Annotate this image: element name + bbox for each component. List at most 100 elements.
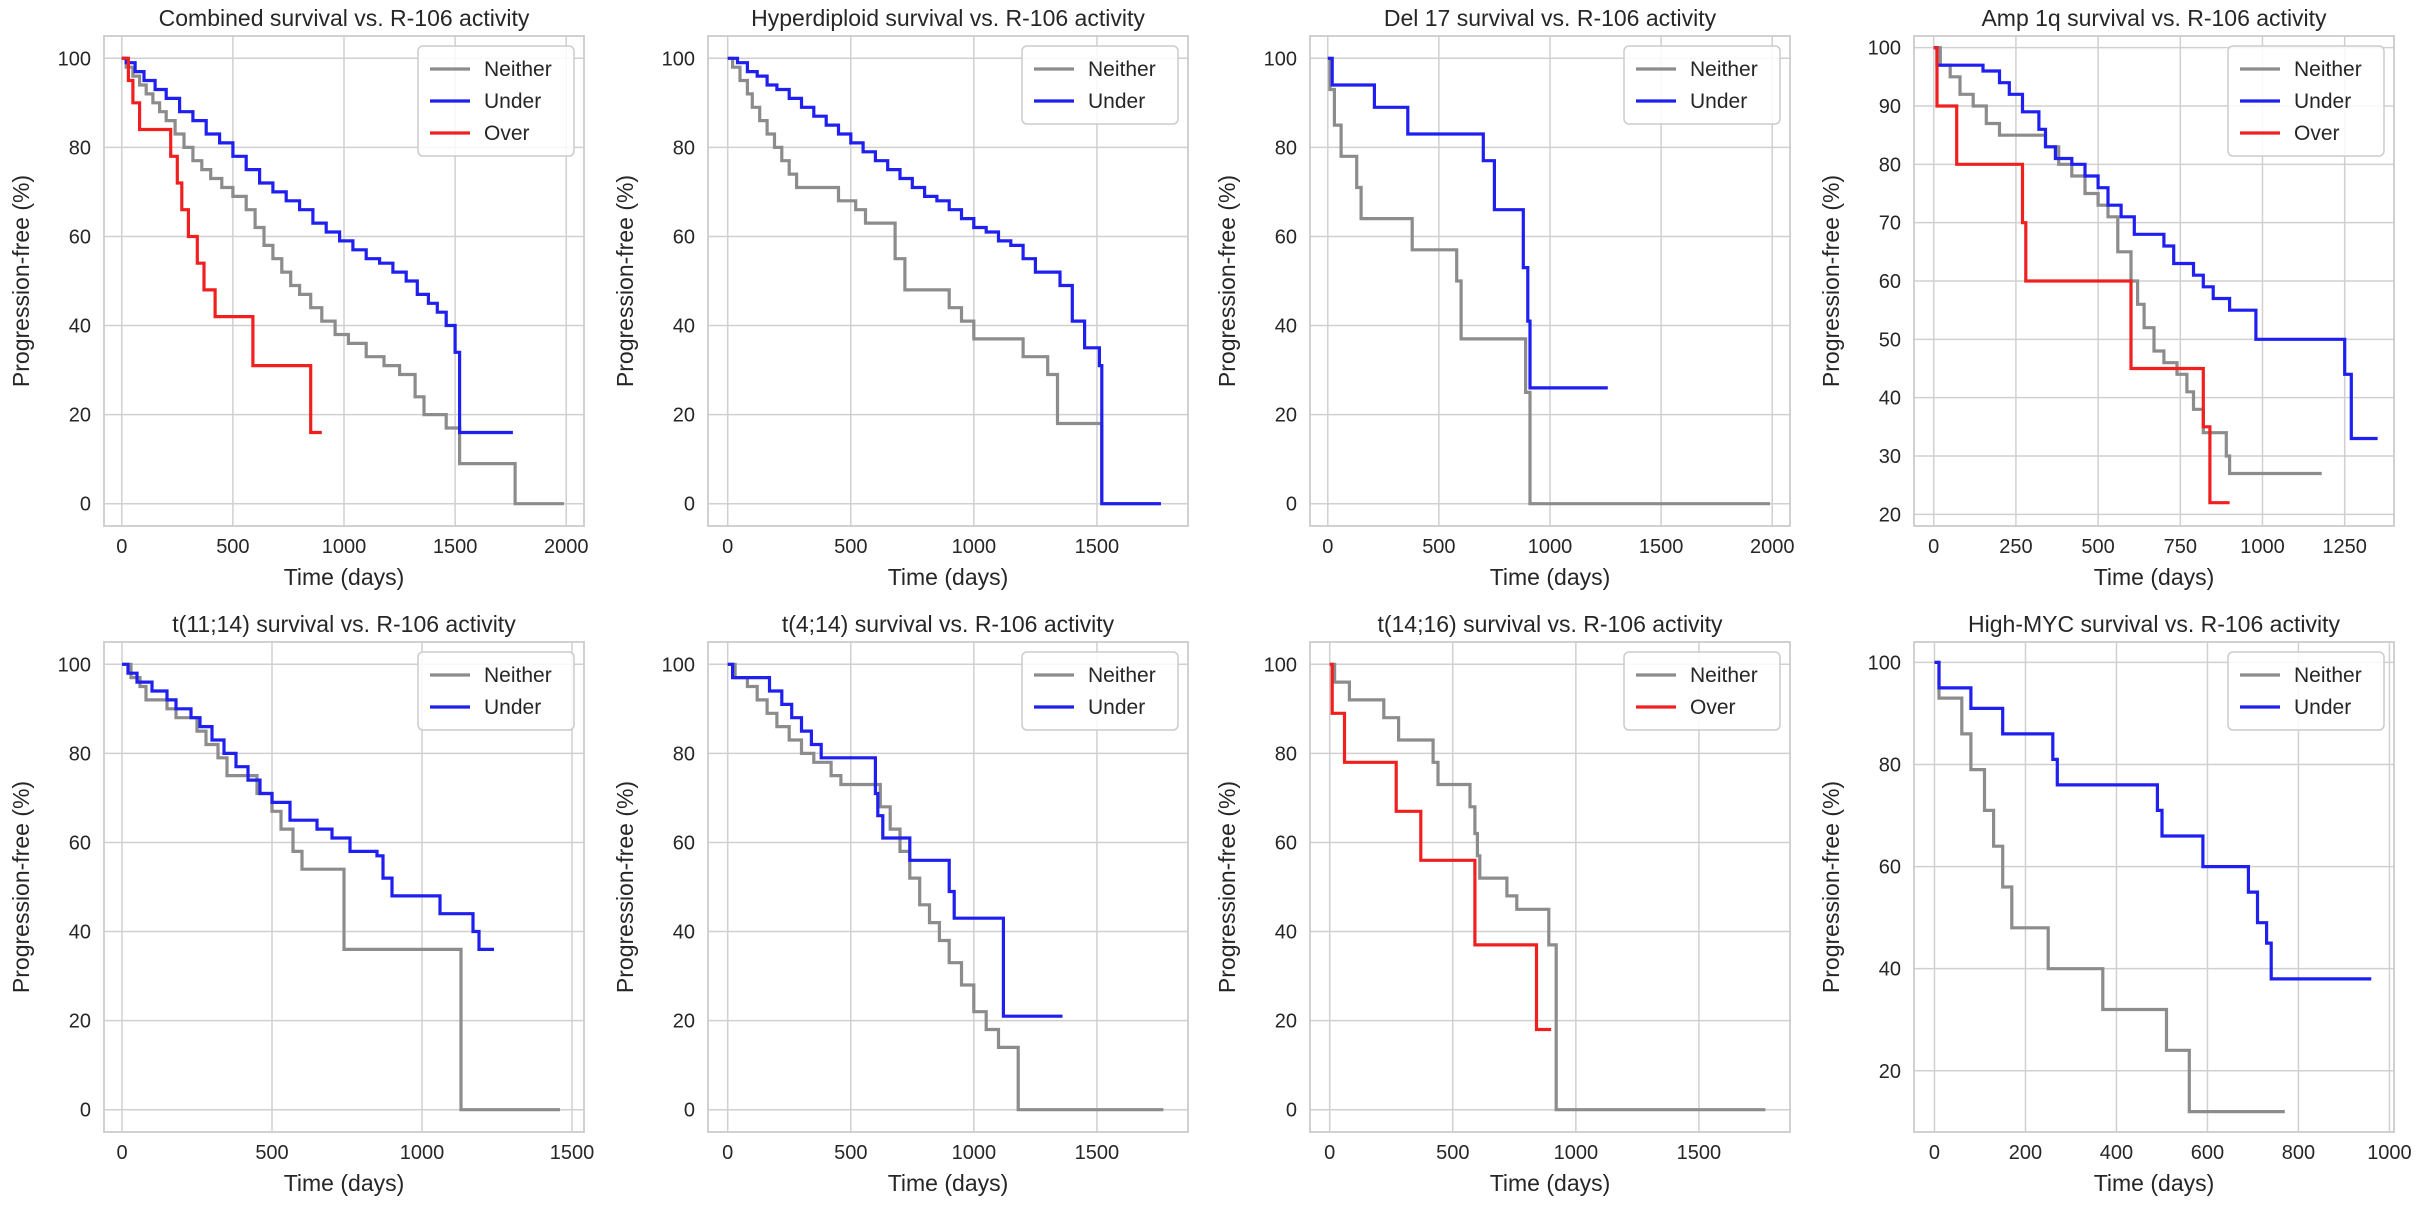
x-tick-label: 500 xyxy=(1436,1142,1469,1164)
series-line-neither xyxy=(1933,46,2322,476)
chart-panel-4: 0 250 500 750 1000 1250 20 30 40 50 60 70 80 90 100 Amp… xyxy=(1818,5,2395,590)
x-tick-label: 0 xyxy=(116,1142,127,1164)
y-tick-label: 50 xyxy=(1879,329,1901,351)
legend-label: Neither xyxy=(1088,664,1156,687)
series-line-under xyxy=(122,662,494,951)
y-tick-label: 70 xyxy=(1879,213,1901,235)
y-tick-label: 80 xyxy=(69,743,91,765)
legend-label: Under xyxy=(2294,696,2351,719)
x-tick-label: 1000 xyxy=(952,536,997,558)
plot-frame xyxy=(1309,35,1791,527)
x-tick-label: 0 xyxy=(1928,536,1939,558)
chart-title: t(11;14) survival vs. R-106 activity xyxy=(172,611,516,637)
y-tick-label: 40 xyxy=(673,922,695,944)
legend-label: Over xyxy=(2294,122,2340,145)
chart-title: t(4;14) survival vs. R-106 activity xyxy=(782,611,1115,637)
legend-label: Under xyxy=(484,696,541,719)
x-tick-label: 0 xyxy=(116,536,127,558)
x-tick-label: 600 xyxy=(2191,1142,2224,1164)
y-tick-label: 100 xyxy=(1868,38,1901,60)
chart-panel-1: 0 500 1000 1500 2000 0 20 40 60 80 100 Combined sur… xyxy=(8,5,588,590)
series-line-over xyxy=(121,56,322,435)
y-tick-label: 0 xyxy=(80,1100,91,1122)
series-line-under xyxy=(121,56,513,435)
legend: Neither Under Over xyxy=(2227,45,2385,157)
x-tick-label: 2000 xyxy=(544,536,589,558)
x-axis-label: Time (days) xyxy=(2094,564,2215,590)
y-tick-label: 100 xyxy=(1264,48,1297,70)
y-axis-label: Progression-free (%) xyxy=(1818,175,1844,387)
y-tick-label: 40 xyxy=(673,316,695,338)
y-tick-label: 60 xyxy=(1879,857,1901,879)
y-tick-label: 80 xyxy=(1275,137,1297,159)
x-tick-label: 1000 xyxy=(2367,1142,2412,1164)
plot-frame xyxy=(707,641,1189,1133)
y-axis-label: Progression-free (%) xyxy=(612,175,638,387)
series-line-neither xyxy=(727,56,1161,506)
legend: Neither Under xyxy=(1623,45,1781,125)
series-line-neither xyxy=(121,56,564,506)
x-tick-label: 1500 xyxy=(1677,1142,1722,1164)
x-tick-label: 500 xyxy=(2081,536,2114,558)
chart-panel-8: 0 200 400 600 800 1000 20 40 60 80 100 High-MYC sur… xyxy=(1818,611,2412,1196)
chart-title: Hyperdiploid survival vs. R-106 activity xyxy=(751,5,1145,31)
y-tick-label: 20 xyxy=(69,405,91,427)
x-tick-label: 500 xyxy=(255,1142,288,1164)
y-tick-label: 80 xyxy=(69,137,91,159)
plot-frame xyxy=(1309,641,1791,1133)
x-tick-label: 0 xyxy=(722,536,733,558)
x-axis-label: Time (days) xyxy=(1490,564,1611,590)
x-tick-label: 1500 xyxy=(550,1142,595,1164)
series-line-under xyxy=(1327,56,1608,390)
x-tick-label: 1000 xyxy=(322,536,367,558)
legend-label: Under xyxy=(2294,90,2351,113)
grid-lines xyxy=(1310,642,1790,1132)
legend-box xyxy=(417,45,575,157)
x-tick-label: 2000 xyxy=(1750,536,1795,558)
y-tick-label: 40 xyxy=(1275,316,1297,338)
chart-title: t(14;16) survival vs. R-106 activity xyxy=(1377,611,1723,637)
series-line-under xyxy=(727,56,1161,506)
y-tick-label: 0 xyxy=(1286,1100,1297,1122)
y-tick-label: 40 xyxy=(1275,922,1297,944)
grid-lines xyxy=(708,642,1188,1132)
y-tick-label: 0 xyxy=(80,494,91,516)
x-tick-label: 1500 xyxy=(433,536,478,558)
legend-label: Under xyxy=(1088,90,1145,113)
y-tick-label: 60 xyxy=(1275,832,1297,854)
y-tick-label: 80 xyxy=(673,743,695,765)
legend-label: Under xyxy=(1088,696,1145,719)
y-axis-label: Progression-free (%) xyxy=(8,175,34,387)
x-tick-label: 0 xyxy=(722,1142,733,1164)
legend-box xyxy=(2227,45,2385,157)
x-axis-label: Time (days) xyxy=(888,1170,1009,1196)
y-tick-label: 100 xyxy=(1264,654,1297,676)
y-tick-label: 60 xyxy=(1275,226,1297,248)
y-tick-label: 20 xyxy=(1275,1011,1297,1033)
x-tick-label: 0 xyxy=(1324,1142,1335,1164)
legend: Neither Under xyxy=(1021,45,1179,125)
y-tick-label: 80 xyxy=(1275,743,1297,765)
y-tick-label: 20 xyxy=(69,1011,91,1033)
y-tick-label: 60 xyxy=(673,226,695,248)
legend-label: Neither xyxy=(1690,58,1758,81)
plot-frame xyxy=(707,35,1189,527)
legend-label: Under xyxy=(1690,90,1747,113)
legend: Neither Under xyxy=(1021,651,1179,731)
x-axis-label: Time (days) xyxy=(2094,1170,2215,1196)
series-line-over xyxy=(1933,46,2230,505)
x-tick-label: 0 xyxy=(1929,1142,1940,1164)
chart-panel-2: 0 500 1000 1500 0 20 40 60 80 100 Hyperdiploid sur… xyxy=(612,5,1189,590)
chart-title: Amp 1q survival vs. R-106 activity xyxy=(1981,5,2327,31)
y-axis-label: Progression-free (%) xyxy=(1214,781,1240,993)
legend-box xyxy=(1021,651,1179,731)
series-line-neither xyxy=(1327,56,1770,506)
y-tick-label: 60 xyxy=(69,226,91,248)
y-tick-label: 60 xyxy=(69,832,91,854)
chart-panel-7: 0 500 1000 1500 0 20 40 60 80 100 t(14;16) surviva… xyxy=(1214,611,1791,1196)
x-tick-label: 500 xyxy=(216,536,249,558)
x-axis-label: Time (days) xyxy=(284,1170,405,1196)
y-tick-label: 20 xyxy=(1879,504,1901,526)
x-tick-label: 1000 xyxy=(1554,1142,1599,1164)
